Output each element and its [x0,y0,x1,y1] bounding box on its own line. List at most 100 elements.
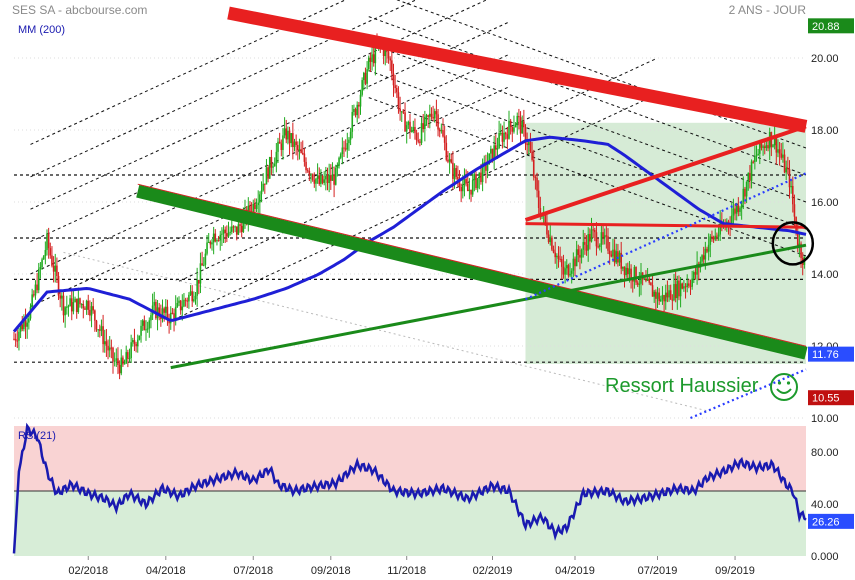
candle-body [433,111,436,119]
candle-body [688,283,690,286]
candle-body [506,134,509,139]
candle-body [493,145,495,161]
candle-body [468,189,471,192]
candle-body [374,45,377,64]
candle-body [44,250,47,257]
candle-body [349,131,352,140]
candle-body [343,147,345,149]
candle-body [625,267,627,276]
candle-body [495,145,497,150]
candle-body [559,258,561,260]
candle-body [204,253,207,265]
candle-body [447,159,449,162]
candle-body [173,313,175,320]
candle-body [750,161,753,181]
candle-body [610,254,613,257]
candle-body [158,307,160,317]
candle-body [600,232,603,245]
candle-body [74,298,76,303]
candle-body [305,161,307,171]
candle-body [732,208,735,216]
candle-body [285,128,288,140]
candle-body [460,186,462,192]
candle-body [544,213,547,223]
fan-line [178,57,658,282]
candle-body [132,340,134,343]
candle-body [47,233,50,249]
candle-body [311,174,314,180]
candle-body [800,243,802,259]
candle-body [108,347,111,351]
candle-body [547,234,550,243]
x-tick-label: 07/2019 [638,565,678,577]
candle-body [64,307,66,316]
candle-body [62,295,65,316]
candle-body [353,109,355,112]
candle-body [217,240,220,242]
candle-body [592,229,594,231]
candle-body [585,244,588,251]
candle-body [334,168,337,185]
candle-body [339,154,342,158]
candle-body [278,141,281,144]
candle-body [727,221,730,224]
candle-body [448,159,451,162]
candle-body [97,329,99,331]
candle-body [516,115,519,125]
candle-body [42,256,45,260]
candle-body [102,326,104,345]
candle-body [704,248,707,260]
x-tick-label: 09/2018 [311,565,351,577]
candle-body [37,268,40,291]
candle-body [184,299,187,301]
candle-body [498,132,500,148]
candle-body [202,264,205,266]
candle-body [598,244,601,248]
candle-body [84,308,86,310]
candle-body [133,340,136,344]
candle-body [787,167,789,170]
candle-body [146,328,149,330]
trend-channels [136,6,808,420]
candle-body [425,115,428,117]
candle-body [669,290,672,300]
candle-body [757,153,759,156]
candle-body [52,265,55,272]
candle-body [405,125,408,132]
candle-body [712,237,715,240]
candle-body [575,249,578,267]
candle-body [470,189,472,195]
candle-body [762,146,764,148]
candle-body [765,145,768,148]
candle-body [481,163,484,183]
candle-body [300,149,302,153]
candle-body [763,146,766,148]
candle-body [582,242,585,250]
candle-body [678,280,680,297]
candle-body [321,175,324,183]
candle-body [521,121,523,134]
candle-body [313,179,316,184]
candle-body [569,273,571,276]
smiley-mouth [776,388,792,394]
candle-body [438,129,441,132]
candle-body [199,263,202,284]
candle-body [328,175,330,184]
candle-body [214,233,217,242]
candle-body [391,60,393,74]
candle-body [630,268,632,280]
candle-body [348,139,350,144]
fan-line [30,86,510,307]
candle-body [664,292,667,302]
price-badge [808,18,854,34]
candle-body [404,112,406,132]
candle-body [235,226,238,235]
candle-body [280,143,283,150]
candle-body [176,302,179,307]
candle-body [565,265,568,269]
green-channel-upper [136,184,808,360]
green-channel-lower [170,243,807,370]
candle-body [691,278,693,287]
candle-body [290,133,292,144]
candle-body [90,306,93,316]
